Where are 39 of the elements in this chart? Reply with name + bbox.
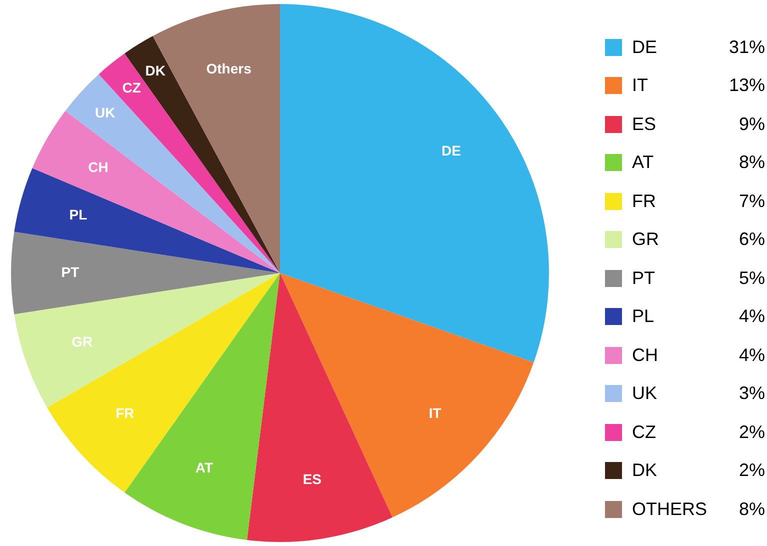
- data-label: 8%: [738, 152, 765, 174]
- data-label: 4%: [738, 306, 765, 328]
- legend-label: DK: [632, 460, 658, 482]
- legend-label: PT: [632, 268, 656, 289]
- slice-label: IT: [428, 405, 442, 422]
- legend-label: GR: [632, 229, 660, 250]
- data-label: 8%: [738, 498, 765, 520]
- legend-label: DE: [632, 36, 658, 58]
- slice-label: GR: [72, 334, 93, 350]
- slice-label: ES: [302, 471, 322, 488]
- slice-label: DE: [442, 142, 461, 159]
- slice-label: PL: [69, 206, 88, 222]
- slice-label: CZ: [122, 79, 142, 96]
- legend-label: CH: [632, 344, 659, 366]
- slice-label: UK: [94, 104, 116, 120]
- slice-label: CH: [88, 158, 108, 175]
- slice-label: FR: [116, 405, 134, 422]
- legend-label: PL: [632, 306, 656, 328]
- data-label: 5%: [738, 268, 765, 289]
- slice-label: AT: [195, 460, 214, 476]
- legend-label: AT: [632, 152, 655, 174]
- data-label: 31%: [728, 36, 765, 58]
- slice-label: PT: [61, 264, 80, 280]
- data-label: 9%: [738, 114, 765, 135]
- data-label: 6%: [738, 229, 765, 250]
- data-label: 2%: [738, 460, 765, 482]
- text: Others: [206, 60, 252, 76]
- legend-label: FR: [632, 190, 657, 212]
- legend-label: OTHERS: [632, 498, 708, 520]
- data-label: 7%: [738, 190, 765, 212]
- legend-label: ES: [632, 114, 658, 135]
- data-label: 4%: [738, 344, 765, 366]
- data-label: 3%: [738, 383, 765, 404]
- legend-label: IT: [632, 75, 649, 96]
- legend-label: CZ: [632, 422, 657, 443]
- slice-label: DK: [145, 62, 166, 79]
- data-label: 13%: [728, 75, 765, 96]
- data-label: 2%: [738, 422, 765, 443]
- legend-label: UK: [632, 383, 658, 404]
